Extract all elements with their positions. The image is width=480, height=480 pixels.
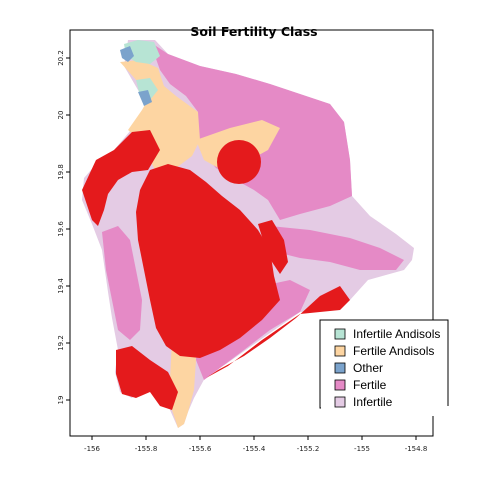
legend-swatch-fertile [334,379,346,391]
legend-label: Fertile [353,378,387,392]
plot-frame [69,29,434,437]
legend-swatch-other [334,362,346,374]
x-tick-label: -155.6 [189,445,212,453]
y-tick-label: 19.6 [57,221,65,237]
y-tick-label: 19.2 [57,335,65,351]
map-title: Soil Fertility Class [190,24,317,39]
y-tick-label: 19.8 [57,164,65,180]
legend-item: Infertile [334,395,393,409]
red-region-central [136,164,280,358]
red-region-south-coast [116,346,178,410]
y-tick-label: 20 [57,111,65,120]
other-region-tip [120,46,134,62]
fertile-andisols-north [120,60,200,180]
y-tick-label: 20.2 [57,50,65,66]
other-region-patch [138,90,152,106]
y-axis [66,57,70,401]
infertile-andisols-tip [124,40,160,64]
legend-item: Fertile [334,378,387,392]
legend-item: Fertile Andisols [334,344,434,358]
red-region-southeast-coast [206,286,350,378]
legend-item: Other [334,361,383,375]
x-tick-label: -155.2 [297,445,320,453]
legend-label: Other [353,361,383,375]
red-region-east-flank [258,220,288,274]
x-tick-label: -155.4 [243,445,266,453]
legend-label: Fertile Andisols [353,344,434,358]
x-axis [91,436,417,440]
map-legend: Infertile Andisols Fertile Andisols Othe… [319,319,449,416]
legend-swatch-infertile [334,396,346,408]
x-tick-label: -155.8 [135,445,158,453]
y-tick-label: 19.4 [57,278,65,294]
x-tick-label: -156 [84,445,100,453]
fertile-region-east [270,226,404,270]
legend-box-clip [321,406,449,416]
x-tick-label: -155 [354,445,370,453]
legend-label: Infertile Andisols [353,327,440,341]
legend-label: Infertile [353,395,393,409]
red-region-west-coast [82,130,160,226]
legend-item: Infertile Andisols [334,327,440,341]
x-tick-label: -154.8 [405,445,428,453]
fertile-region-west [102,226,142,340]
red-region-crater [217,140,261,184]
y-tick-label: 19 [57,396,65,405]
legend-swatch-infertile-andisols [334,328,346,340]
legend-swatch-fertile-andisols [334,345,346,357]
